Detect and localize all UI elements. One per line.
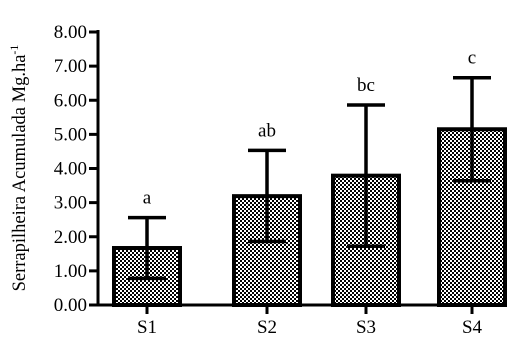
x-tick-label-s3: S3: [356, 317, 376, 338]
axes-layer: [89, 30, 505, 314]
significance-label-s2: ab: [258, 120, 276, 141]
y-tick-label: 4.00: [54, 159, 87, 180]
y-tick-label: 2.00: [54, 227, 87, 248]
y-tick-label: 7.00: [54, 56, 87, 77]
bars-layer: [112, 127, 507, 307]
y-tick-label: 1.00: [54, 261, 87, 282]
y-axis-title-superscript: -1: [7, 45, 21, 55]
significance-label-s3: bc: [357, 75, 375, 96]
significance-label-s1: a: [143, 188, 152, 209]
y-tick-label: 3.00: [54, 193, 87, 214]
y-axis-title-text: Serrapilheira Acumulada Mg.ha: [10, 55, 30, 292]
error-bars-layer: [128, 75, 491, 281]
significance-label-s4: c: [468, 48, 476, 69]
y-axis-title: Serrapilheira Acumulada Mg.ha-1: [7, 45, 30, 292]
y-tick-label: 0.00: [54, 295, 87, 316]
y-tick-label: 8.00: [54, 22, 87, 43]
y-tick-label: 6.00: [54, 90, 87, 111]
x-tick-label-s4: S4: [462, 317, 483, 338]
x-tick-label-s2: S2: [257, 317, 277, 338]
bar-s4: [437, 127, 507, 307]
labels-layer: 0.00 1.00 2.00 3.00 4.00 5.00 6.00 7.00 8.00 S1 S2…: [54, 22, 483, 338]
x-tick-label-s1: S1: [137, 317, 157, 338]
y-tick-label: 5.00: [54, 124, 87, 145]
svg-text:Serrapilheira Acumulada Mg.ha-: Serrapilheira Acumulada Mg.ha-1: [7, 45, 30, 292]
